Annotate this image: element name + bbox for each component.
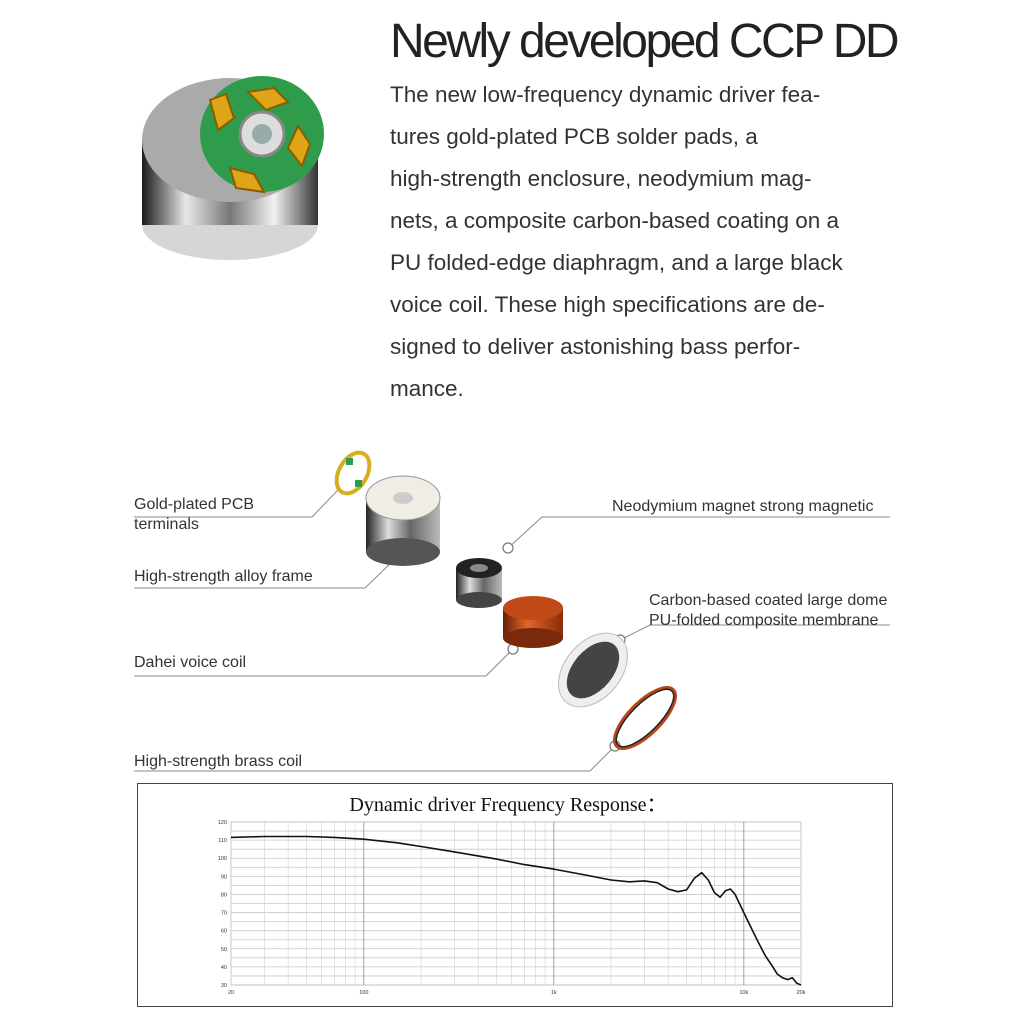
intro-paragraph: The new low-frequency dynamic driver fea… xyxy=(390,74,890,410)
y-tick-label: 110 xyxy=(218,838,227,844)
x-tick-label: 20 xyxy=(228,990,234,996)
intro-line: The new low-frequency dynamic driver fea… xyxy=(390,82,821,107)
alloy-frame-part xyxy=(365,475,441,566)
callout-dome-membrane: Carbon-based coated large dome PU-folded… xyxy=(649,592,888,629)
intro-line: signed to deliver astonishing bass perfo… xyxy=(390,334,801,359)
callout-brass-coil: High-strength brass coil xyxy=(134,753,303,770)
intro-line: high-strength enclosure, neodymium mag- xyxy=(390,166,812,191)
leader-line-voice-coil xyxy=(134,648,514,677)
callout-magnet: Neodymium magnet strong magnetic xyxy=(612,498,874,515)
exploded-view-diagram xyxy=(134,450,890,772)
y-tick-label: 40 xyxy=(221,965,227,971)
intro-line: PU folded-edge diaphragm, and a large bl… xyxy=(390,250,843,275)
intro-line: tures gold-plated PCB solder pads, a xyxy=(390,124,758,149)
x-tick-label: 20k xyxy=(797,990,806,996)
y-tick-label: 90 xyxy=(221,874,227,880)
chart-title: Dynamic driver Frequency Response： xyxy=(349,794,667,816)
callout-voice-coil: Dahei voice coil xyxy=(134,654,247,671)
y-tick-label: 80 xyxy=(221,892,227,898)
chart-frame xyxy=(137,783,893,1007)
leader-line-pcb xyxy=(134,489,339,518)
y-tick-label: 60 xyxy=(221,929,227,935)
x-tick-label: 1k xyxy=(551,990,557,996)
y-tick-label: 70 xyxy=(221,911,227,917)
intro-line: mance. xyxy=(390,376,464,401)
brass-coil-part xyxy=(613,686,677,750)
driver-assembled-image xyxy=(142,76,324,260)
leader-line-magnet xyxy=(507,516,890,549)
leader-line-dome xyxy=(619,624,890,641)
y-tick-label: 100 xyxy=(218,856,227,862)
dome-membrane-part xyxy=(558,632,628,708)
pcb-terminals-part xyxy=(334,450,372,496)
intro-line: nets, a composite carbon-based coating o… xyxy=(390,208,840,233)
series-line xyxy=(230,835,802,986)
callout-alloy-frame: High-strength alloy frame xyxy=(134,568,313,585)
voice-coil-part xyxy=(503,596,563,648)
magnet-part xyxy=(456,558,502,608)
page-title: Newly developed CCP DD xyxy=(390,15,900,68)
intro-line: voice coil. These high specifications ar… xyxy=(390,292,825,317)
leader-line-brass xyxy=(134,745,616,772)
x-tick-label: 10k xyxy=(739,990,748,996)
leader-line-frame xyxy=(134,555,399,589)
y-tick-label: 120 xyxy=(218,820,227,826)
y-tick-label: 30 xyxy=(221,983,227,989)
x-tick-label: 100 xyxy=(359,990,368,996)
y-tick-label: 50 xyxy=(221,947,227,953)
callout-pcb-terminals: Gold-plated PCB terminals xyxy=(134,496,255,533)
